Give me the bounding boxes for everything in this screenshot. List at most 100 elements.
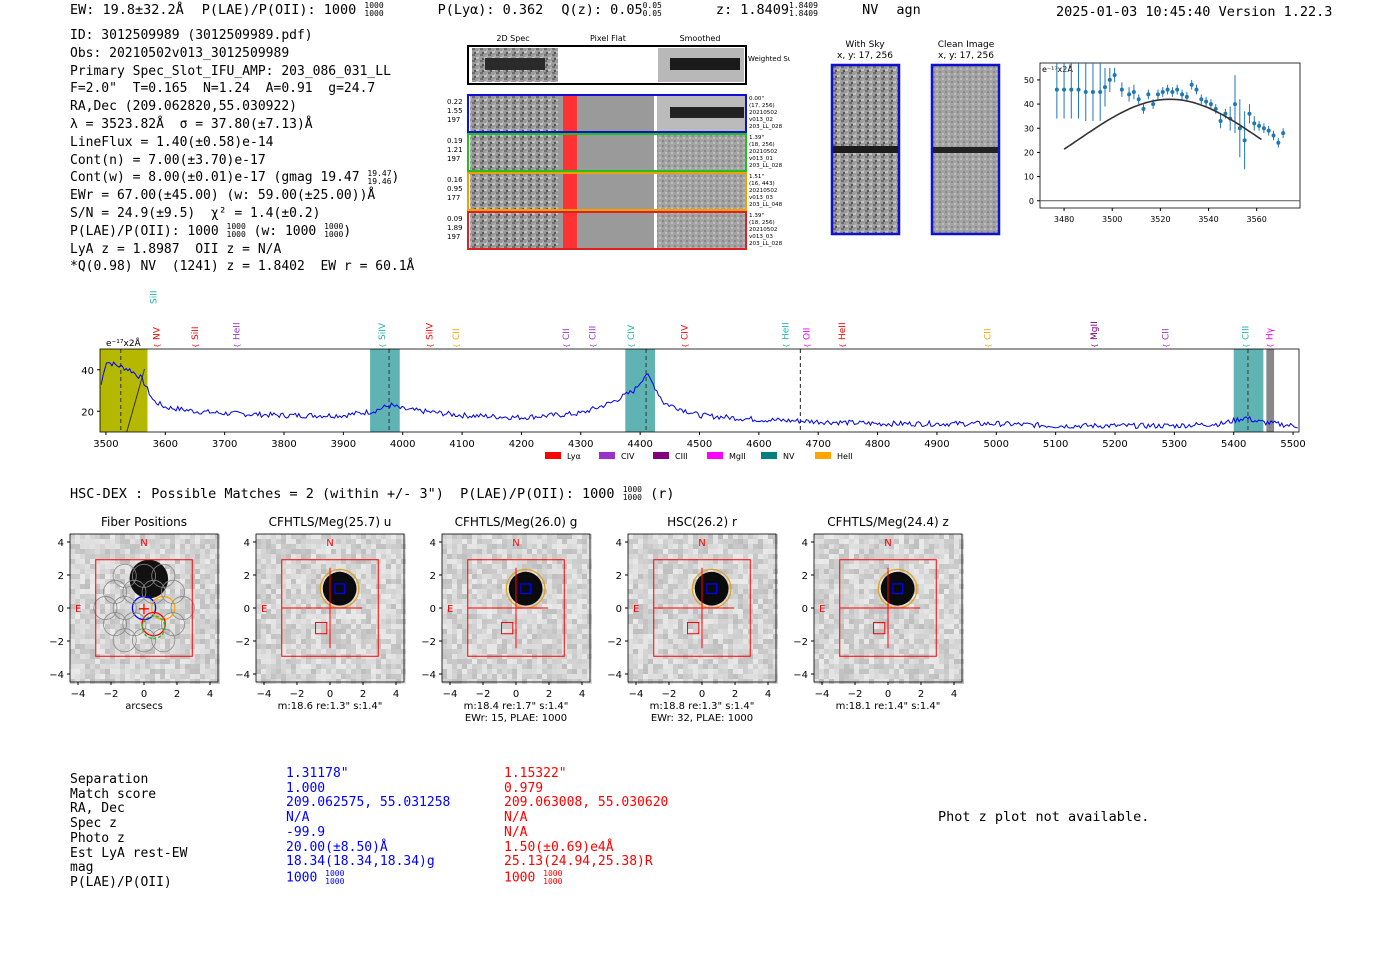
info-lyaz: LyA z = 1.8987 OII z = N/A [70,241,282,257]
stamp-ytick: 0 [802,604,808,615]
fiber-circle [151,563,176,588]
source-blob [880,571,915,606]
zoom-point [1098,63,1103,121]
row-stat: 0.19 [447,137,463,145]
header-line: EW: 19.8±32.2Å P(LAE)/P(OII): 1000 1000 10… [70,1,939,19]
row-meta: 203_LL_028 [749,163,783,169]
stamp-xtick: −4 [629,689,644,700]
zoom-point [1233,75,1237,134]
sky-images: With Sky x, y: 17, 256 Clean Image x, y:… [830,40,1001,236]
stamp-ytick: −4 [235,670,250,681]
stamp-xtick: 2 [360,689,366,700]
header-plae: P(LAE)/P(OII): 1000 1000 1000 [201,1,384,19]
header-z: z: 1.8409 1.8409 1.8409 NV [715,1,879,19]
center-cross: + [137,599,150,618]
stamp-xtick: −4 [815,689,830,700]
row-frame [467,211,747,250]
info-contw: Cont(w) = 8.00(±0.01)e-17 (gmag 19.47 19… [70,168,400,186]
zoom-point [1180,89,1185,100]
stamp: Fiber Positions + N E 4 2 0 −2 −4 −4 −2 0 2 4 arcsecs [49,515,220,712]
line-marker-brace: { [803,344,811,348]
legend-label: CIII [675,452,688,461]
stamp-ytick: −4 [607,670,622,681]
spectrum-band [1266,349,1275,432]
zoom-point [1218,113,1223,129]
line-marker-brace: { [590,344,598,348]
zoom-xtick-label: 3540 [1198,215,1218,224]
north-label: N [140,538,147,549]
stamp-xtick: −4 [257,689,272,700]
line-marker-brace: { [628,344,636,348]
stamp-caption: arcsecs [125,701,163,712]
stamp-xtick: −4 [443,689,458,700]
phot-z-message: Phot z plot not available. [938,809,1150,825]
fiber-circle [132,628,156,653]
fiber-marker [706,583,718,595]
spec-xtick-label: 5400 [1221,439,1246,450]
north-label: N [326,538,333,549]
stamp-title: HSC(26.2) r [667,515,737,529]
table-cell: 1000 1000 1000 [286,868,345,886]
table-cell: -99.9 [286,824,326,840]
header-plya: P(Lyα): 0.362 [437,2,544,18]
stamp-xtick: 0 [327,689,333,700]
col-label-smoothed: Smoothed [680,34,721,43]
table-cell: 0.979 [504,780,544,796]
zoom-point [1062,63,1067,119]
row-2dspec [470,134,558,171]
fiber-circle [122,579,147,604]
line-marker-label: SiII [191,326,201,340]
zoom-point [1276,137,1281,148]
zoom-xtick-label: 3520 [1150,215,1170,224]
table-cell: 18.34(18.34,18.34)g [286,854,435,870]
info-radec: RA,Dec (209.062820,55.030922) [70,99,297,115]
source-blob [508,571,543,606]
col-label-pixelflat: Pixel Flat [590,34,626,43]
stamp-xtick: 4 [765,689,771,700]
legend-swatch [599,452,615,459]
zoom-ytick-label: 10 [1024,173,1034,182]
line-marker-label: HeII [233,322,243,340]
spec-xtick-label: 5200 [1102,439,1127,450]
zoom-point [1119,82,1124,97]
line-marker-brace: { [234,344,242,348]
fiber-circle [151,595,176,621]
stamp-ytick: 0 [616,604,622,615]
version: Version 1.22.3 [1218,4,1333,20]
line-marker-label: SiIV [378,322,388,340]
line-marker-label: CII [562,328,572,340]
info-contn: Cont(n) = 7.00(±3.70)e-17 [70,152,266,168]
row-meta: (17, 256) [749,103,775,109]
stamp: CFHTLS/Meg(25.7) u N E 4 2 0 −2 −4 −4 −2 0 2 4 m:18.6… [235,515,406,712]
line-marker-brace: { [1162,344,1170,348]
spec-ytick-label: 40 [81,366,94,377]
zoom-point [1242,111,1247,170]
table-cell: 1.15322" [504,766,567,781]
row-stat: 0.09 [447,215,463,223]
row-meta: 203_LL_028 [749,241,783,247]
spec-xtick-label: 4700 [805,439,830,450]
row-frame [467,133,747,172]
match-marker [873,621,886,635]
stamp-xtick: −2 [104,689,119,700]
zoom-point [1076,63,1081,119]
info-q: *Q(0.98) NV (1241) z = 1.8402 EW r = 60.… [70,259,415,275]
zoom-point [1069,63,1074,119]
zoom-point [1247,104,1252,124]
table-cell: N/A [286,810,310,826]
fiber-circle [122,612,147,637]
line-marker-brace: { [379,344,387,348]
line-marker-label: HeII [782,322,792,340]
line-marker-label: CIII [589,326,599,340]
stamp-title: CFHTLS/Meg(25.7) u [269,515,392,529]
east-label: E [447,604,453,615]
zoom-point [1165,84,1170,95]
stamp-xtick: −2 [476,689,491,700]
line-marker-brace: { [426,344,434,348]
row-stat: 177 [447,194,460,202]
row-meta: v013_03 [749,195,773,201]
row-stat: 1.89 [447,224,463,232]
source-blob [129,559,169,599]
legend-swatch [761,452,777,459]
table-cell: mag [70,860,94,876]
